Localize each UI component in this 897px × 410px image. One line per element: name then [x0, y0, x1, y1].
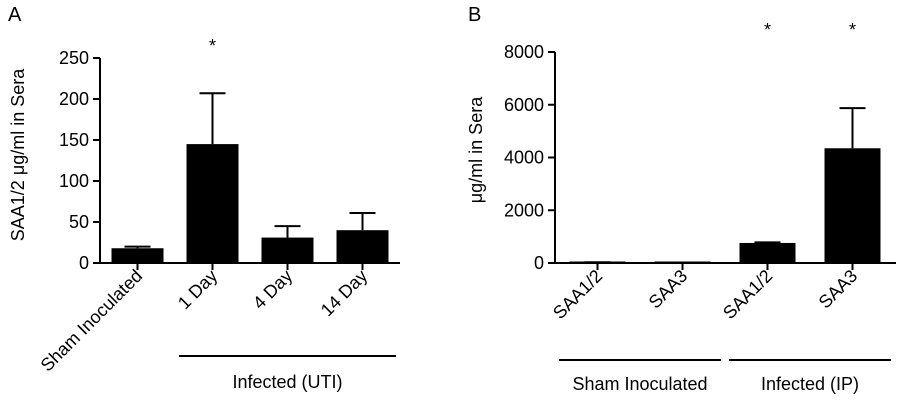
- significance-mark: *: [209, 36, 216, 56]
- bar: [739, 242, 796, 263]
- x-tick-label: SAA3: [815, 266, 862, 313]
- y-tick-label: 6000: [504, 95, 544, 115]
- y-axis-title: SAA1/2 μg/ml in Sera: [8, 68, 28, 241]
- panel-letter: B: [468, 4, 481, 26]
- bar: [111, 248, 164, 263]
- panel-b: B μg/ml in Sera 0 2000 4000 6000 8000 SAA1/2 S…: [466, 4, 896, 394]
- significance-mark: *: [849, 20, 856, 40]
- bar: [824, 148, 881, 263]
- significance-mark: *: [764, 20, 771, 40]
- bar: [186, 144, 239, 263]
- x-tick-label: 4 Day: [249, 266, 296, 313]
- group-label: Infected (UTI): [232, 372, 342, 392]
- y-tick-label: 0: [534, 253, 544, 273]
- y-axis-title: μg/ml in Sera: [466, 96, 486, 203]
- y-tick-label: 0: [79, 253, 89, 273]
- y-tick-label: 8000: [504, 42, 544, 62]
- y-tick-label: 50: [69, 212, 89, 232]
- x-tick-label: 1 Day: [174, 266, 221, 313]
- panel-letter: A: [8, 4, 22, 26]
- x-tick-label: SAA1/2: [549, 266, 606, 323]
- x-tick-label: SAA1/2: [719, 266, 776, 323]
- y-tick-label: 100: [59, 171, 89, 191]
- y-tick-label: 200: [59, 89, 89, 109]
- x-tick-label: 14 Day: [317, 266, 371, 320]
- group-label: Sham Inoculated: [572, 374, 707, 394]
- panel-a: A SAA1/2 μg/ml in Sera 0 50 100 150 200 250 Sh…: [8, 4, 400, 392]
- x-tick-label: SAA3: [645, 266, 692, 313]
- y-tick-label: 4000: [504, 148, 544, 168]
- y-tick-label: 150: [59, 130, 89, 150]
- y-tick-label: 2000: [504, 200, 544, 220]
- bar: [336, 230, 389, 263]
- bar: [261, 237, 314, 263]
- group-label: Infected (IP): [761, 374, 859, 394]
- x-tick-label: Sham Inoculated: [37, 266, 147, 376]
- y-tick-label: 250: [59, 48, 89, 68]
